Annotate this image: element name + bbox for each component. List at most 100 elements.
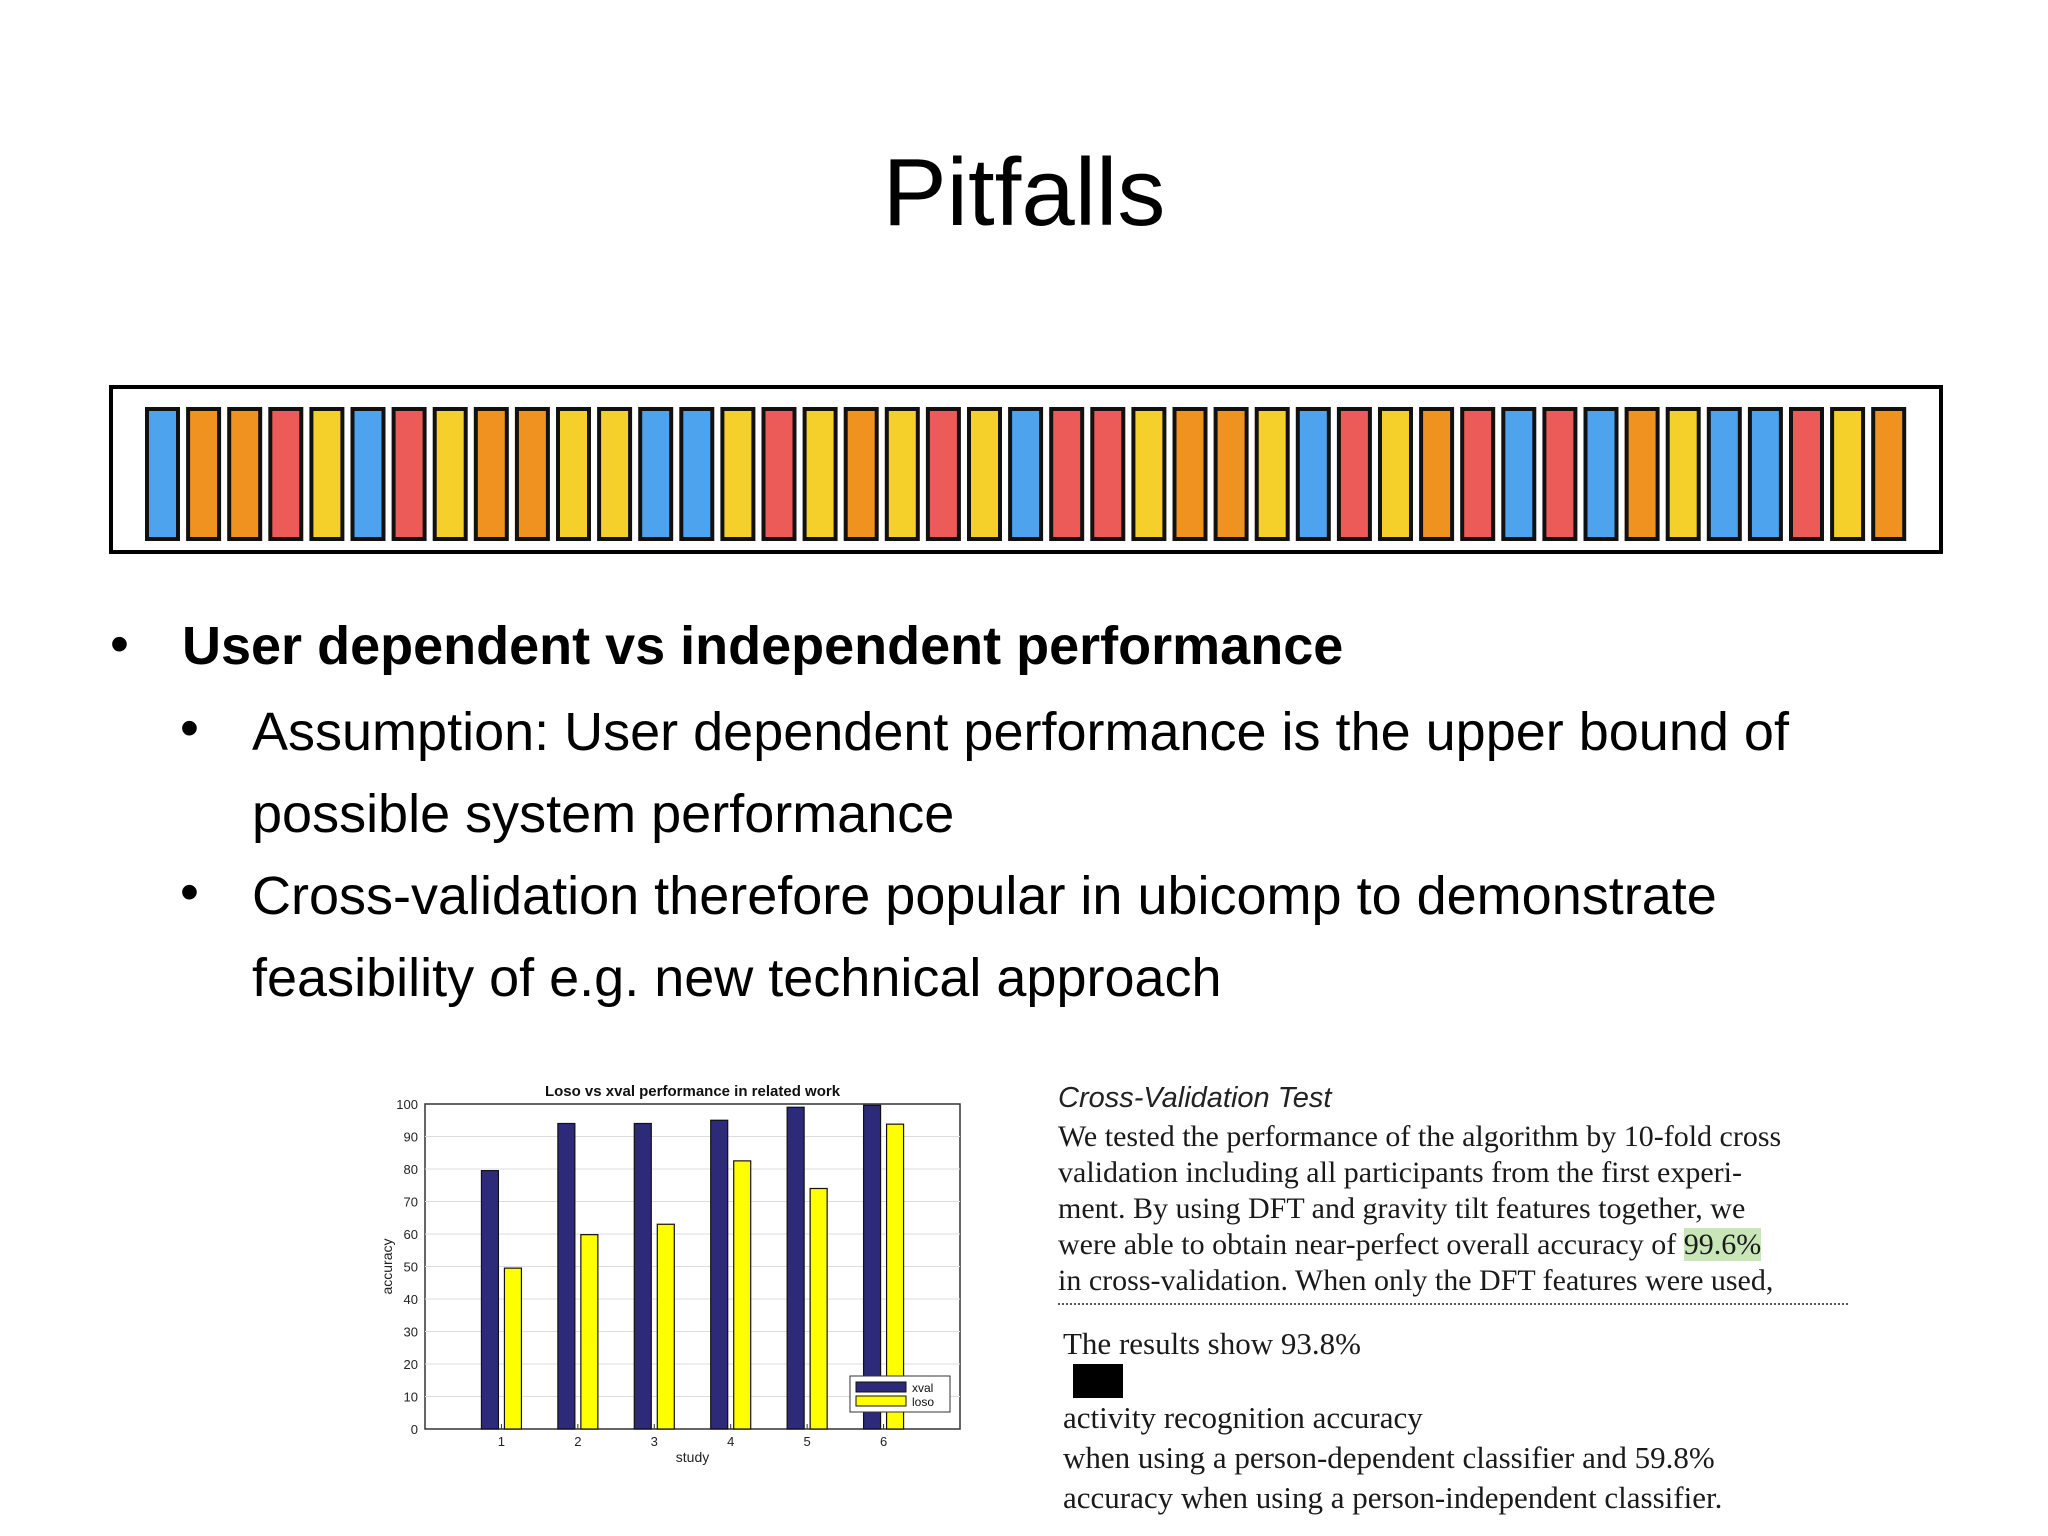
y-tick-label: 0 — [411, 1422, 418, 1437]
strip-segment-yellow — [720, 407, 756, 541]
strip-segment-blue — [1747, 407, 1783, 541]
strip-segment-red — [1049, 407, 1085, 541]
redaction-box — [1073, 1364, 1123, 1398]
bar-chart: 0 10 20 30 40 50 60 70 80 90 100 1 2 3 4 5 6 Loso vs xval… — [370, 1078, 970, 1483]
excerpt-line: We tested the performance of the algorit… — [1058, 1120, 1782, 1153]
strip-segment-red — [391, 407, 427, 541]
segment-strip-svg — [145, 407, 1907, 541]
legend-swatch-loso — [855, 1395, 907, 1407]
strip-segment-yellow — [1254, 407, 1290, 541]
strip-segment-yellow — [802, 407, 838, 541]
paper-excerpt-2: The results show 93.8% activity recogniti… — [1063, 1324, 1893, 1518]
main-bullet-text: User dependent vs independent performanc… — [182, 616, 1344, 676]
y-tick-label: 30 — [404, 1325, 418, 1340]
legend-label-xval: xval — [912, 1381, 933, 1395]
excerpt-line: were able to obtain near-perfect overall… — [1058, 1227, 1850, 1263]
bar-chart-svg: 0 10 20 30 40 50 60 70 80 90 100 1 2 3 4 5 6 Loso vs xval… — [379, 1083, 961, 1465]
strip-segment-red — [1542, 407, 1578, 541]
strip-segment-yellow — [1378, 407, 1413, 541]
strip-segment-yellow — [1830, 407, 1866, 541]
strip-segment-orange — [186, 407, 222, 541]
bar-loso — [885, 1123, 905, 1430]
strip-segment-orange — [1419, 407, 1455, 541]
strip-segment-orange — [1213, 407, 1249, 541]
bar-loso — [809, 1187, 828, 1430]
slide-title: Pitfalls — [882, 139, 1166, 246]
y-tick-label: 60 — [404, 1227, 418, 1242]
strip-segment-yellow — [556, 407, 591, 541]
y-tick-label: 20 — [404, 1357, 418, 1372]
strip-segment-red — [268, 407, 304, 541]
strip-segment-blue — [1008, 407, 1044, 541]
x-tick-label: 1 — [498, 1434, 505, 1449]
y-tick-label: 10 — [404, 1390, 418, 1405]
strip-segment-yellow — [967, 407, 1002, 541]
bar-xval — [557, 1122, 576, 1430]
x-tick-label: 5 — [804, 1434, 811, 1449]
excerpt-heading: Cross-Validation Test — [1058, 1082, 1332, 1114]
x-axis-label: study — [676, 1449, 709, 1465]
bar-xval — [480, 1170, 500, 1430]
excerpt-line: in cross-validation. When only the DFT f… — [1058, 1264, 1774, 1297]
strip-segment-blue — [638, 407, 674, 541]
strip-segment-blue — [350, 407, 386, 541]
strip-segment-orange — [1871, 407, 1907, 541]
x-tick-label: 2 — [574, 1434, 581, 1449]
bullet-dot: • — [180, 698, 199, 758]
strip-segment-yellow — [884, 407, 920, 541]
strip-segment-orange — [473, 407, 509, 541]
sub-bullet-1-text: Assumption: User dependent performance i… — [252, 691, 1789, 855]
x-tick-label: 4 — [727, 1434, 734, 1449]
bar-xval — [786, 1106, 805, 1430]
bar-xval — [710, 1119, 729, 1430]
strip-segment-yellow — [597, 407, 633, 541]
bar-xval — [862, 1104, 882, 1430]
paper-excerpt: Cross-Validation Test We tested the perf… — [1058, 1082, 1898, 1299]
sub-bullet-2-line-2: feasibility of e.g. new technical approa… — [252, 948, 1222, 1008]
legend-box — [849, 1375, 951, 1413]
strip-segment-orange — [1172, 407, 1208, 541]
strip-segment-yellow — [432, 407, 468, 541]
strip-segment-red — [925, 407, 961, 541]
strip-segment-blue — [679, 407, 715, 541]
chart-title: Loso vs xval performance in related work — [545, 1083, 841, 1100]
strip-segment-yellow — [309, 407, 345, 541]
sub-bullet-2-line-1: Cross-validation therefore popular in ub… — [252, 866, 1717, 926]
excerpt-line: ment. By using DFT and gravity tilt feat… — [1058, 1192, 1746, 1225]
bar-loso — [733, 1160, 752, 1430]
y-tick-label: 90 — [404, 1130, 418, 1145]
strip-segment-blue — [145, 407, 180, 541]
bar-loso — [503, 1267, 523, 1430]
bullet-dot: • — [180, 862, 199, 922]
y-tick-label: 40 — [404, 1292, 418, 1307]
strip-segment-blue — [1295, 407, 1331, 541]
y-tick-label: 50 — [404, 1260, 418, 1275]
color-segment-strip — [109, 385, 1943, 554]
strip-segment-red — [1460, 407, 1496, 541]
strip-segment-orange — [514, 407, 550, 541]
strip-segment-red — [1090, 407, 1126, 541]
excerpt2-line: accuracy when using a person-independent… — [1063, 1480, 1723, 1515]
excerpt-line: validation including all participants fr… — [1058, 1156, 1742, 1189]
legend-label-loso: loso — [912, 1395, 934, 1409]
y-tick-label: 80 — [404, 1162, 418, 1177]
sub-bullet-1-line-2: possible system performance — [252, 784, 955, 844]
x-tick-label: 6 — [880, 1434, 887, 1449]
strip-segment-blue — [1706, 407, 1742, 541]
strip-segment-yellow — [1131, 407, 1167, 541]
excerpt2-line: when using a person-dependent classifier… — [1063, 1440, 1715, 1475]
sub-bullet-1-line-1: Assumption: User dependent performance i… — [252, 702, 1789, 762]
strip-segment-red — [1336, 407, 1372, 541]
excerpt2-line-1-pre: The results show 93.8% — [1063, 1326, 1361, 1361]
strip-segment-orange — [227, 407, 263, 541]
y-tick-label: 100 — [396, 1097, 418, 1112]
bar-loso — [580, 1234, 599, 1430]
strip-segment-yellow — [1665, 407, 1701, 541]
excerpt-paragraph: We tested the performance of the algorit… — [1058, 1119, 1850, 1299]
sub-bullet-2-text: Cross-validation therefore popular in ub… — [252, 855, 1717, 1019]
x-tick-label: 3 — [651, 1434, 658, 1449]
strip-segment-red — [761, 407, 797, 541]
strip-segment-orange — [843, 407, 879, 541]
excerpt-line-4-text: were able to obtain near-perfect overall… — [1058, 1228, 1684, 1261]
